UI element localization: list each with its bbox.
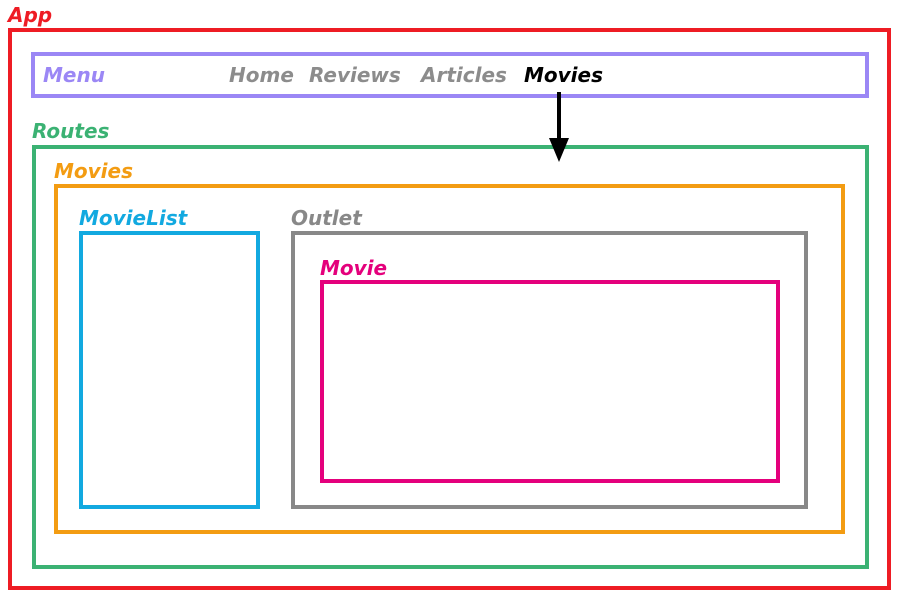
app-box bbox=[8, 28, 891, 590]
menu-box bbox=[31, 52, 869, 98]
nav-item-reviews[interactable]: Reviews bbox=[309, 63, 401, 87]
outlet-box bbox=[291, 231, 808, 509]
outlet-label: Outlet bbox=[291, 206, 362, 230]
movielist-box bbox=[79, 231, 260, 509]
movielist-label: MovieList bbox=[79, 206, 188, 230]
nav-item-movies[interactable]: Movies bbox=[524, 63, 604, 87]
movies-label: Movies bbox=[54, 159, 134, 183]
routes-label: Routes bbox=[32, 119, 110, 143]
app-label: App bbox=[8, 3, 53, 27]
movie-box bbox=[320, 280, 780, 483]
menu-label: Menu bbox=[43, 63, 105, 87]
nav-item-articles[interactable]: Articles bbox=[421, 63, 507, 87]
routes-box bbox=[32, 145, 869, 569]
movies-box bbox=[54, 184, 845, 534]
movie-label: Movie bbox=[320, 256, 388, 280]
nav-item-home[interactable]: Home bbox=[229, 63, 294, 87]
